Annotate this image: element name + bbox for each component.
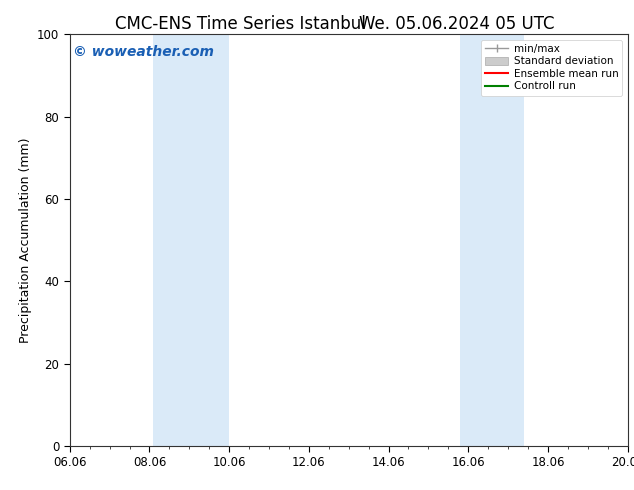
Bar [460,34,524,446]
Text: © woweather.com: © woweather.com [72,45,214,59]
Text: CMC-ENS Time Series Istanbul: CMC-ENS Time Series Istanbul [115,15,366,33]
Bar [153,34,229,446]
Legend: min/max, Standard deviation, Ensemble mean run, Controll run: min/max, Standard deviation, Ensemble me… [481,40,623,96]
Text: We. 05.06.2024 05 UTC: We. 05.06.2024 05 UTC [359,15,554,33]
Y-axis label: Precipitation Accumulation (mm): Precipitation Accumulation (mm) [18,137,32,343]
